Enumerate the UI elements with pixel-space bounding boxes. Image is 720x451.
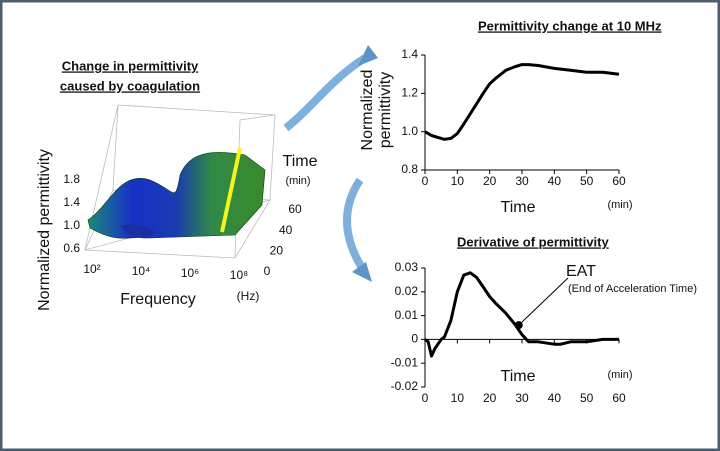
chart-title: Change in permittivity [62, 58, 199, 73]
z-tick-label: 1.0 [63, 218, 80, 232]
z-axis-label: Normalized permittivity [36, 149, 53, 311]
x-tick-label: 0 [422, 391, 429, 405]
x-axis-label: Time [501, 368, 536, 385]
x-axis-label: Frequency [120, 291, 196, 308]
x-tick-label: 10⁶ [181, 266, 199, 280]
x-tick-label: 40 [548, 391, 562, 405]
x-tick-label: 50 [580, 391, 594, 405]
z-tick-label: 1.8 [63, 172, 80, 186]
x-tick-label: 50 [580, 174, 594, 188]
y-tick-label: 0.01 [395, 308, 419, 322]
z-tick-label: 1.4 [63, 195, 80, 209]
chart-title: Derivative of permittivity [457, 234, 609, 249]
y-axis-unit: (min) [285, 175, 310, 187]
y-tick-label: 0.8 [401, 162, 418, 176]
y-axis-label: Normalized [359, 70, 376, 151]
x-tick-label: 30 [515, 174, 529, 188]
y-tick-label: -0.01 [391, 355, 419, 369]
annotation-subtext: (End of Acceleration Time) [568, 283, 697, 295]
x-tick-label: 30 [515, 391, 529, 405]
x-axis-unit: (min) [607, 199, 632, 211]
x-tick-label: 0 [422, 174, 429, 188]
arrow-head [358, 45, 378, 66]
annotation-point [514, 321, 523, 330]
y-axis-label: Time [283, 153, 318, 170]
x-tick-label: 60 [612, 174, 626, 188]
y-tick-label: 0.02 [395, 284, 419, 298]
surface [87, 152, 266, 239]
arrow [283, 54, 368, 132]
y-tick-label: 20 [270, 244, 284, 258]
x-tick-label: 10² [83, 262, 100, 276]
y-tick-label: 1.4 [401, 47, 418, 61]
x-axis-label: Time [501, 199, 536, 216]
line [424, 271, 619, 358]
y-tick-label: -0.02 [391, 379, 419, 393]
arrow [343, 177, 366, 271]
line [424, 63, 620, 141]
surface-fold [120, 224, 155, 239]
y-tick-label: 0 [264, 264, 271, 278]
y-tick-label: 40 [279, 223, 293, 237]
x-tick-label: 10 [451, 174, 465, 188]
highlight-line [220, 147, 242, 233]
x-tick-label: 60 [612, 391, 626, 405]
chart-title: caused by coagulation [60, 78, 200, 93]
y-tick-label: 1.0 [401, 124, 418, 138]
x-tick-label: 10⁴ [132, 264, 151, 278]
x-tick-label: 20 [483, 174, 497, 188]
chart-title: Permittivity change at 10 MHz [478, 18, 662, 33]
y-tick-label: 0.03 [395, 260, 419, 274]
annotation-text: EAT [566, 263, 596, 280]
z-tick-label: 0.6 [63, 241, 80, 255]
x-axis-unit: (Hz) [237, 289, 260, 303]
x-tick-label: 20 [483, 391, 497, 405]
y-axis-label: permittivity [377, 72, 394, 148]
y-tick-label: 60 [288, 202, 302, 216]
annotation-leader [518, 277, 569, 326]
arrow-head [352, 262, 372, 282]
y-tick-label: 1.2 [401, 86, 418, 100]
x-tick-label: 10⁸ [230, 268, 248, 282]
y-tick-label: 0 [411, 332, 418, 346]
x-axis-unit: (min) [607, 369, 632, 381]
x-tick-label: 40 [548, 174, 562, 188]
x-tick-label: 10 [451, 391, 465, 405]
